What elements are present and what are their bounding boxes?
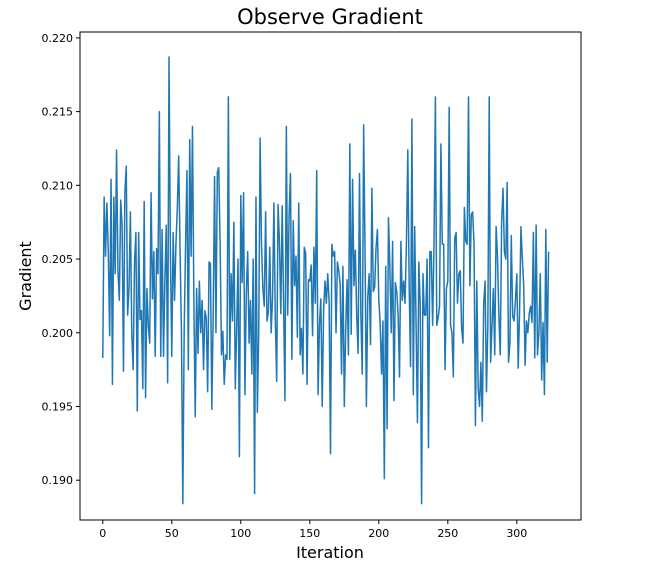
y-tick-label: 0.190 xyxy=(42,474,74,487)
gradient-series-line xyxy=(102,56,550,505)
x-tick-label: 250 xyxy=(437,527,458,540)
x-tick-label: 150 xyxy=(299,527,320,540)
chart-title: Observe Gradient xyxy=(237,5,423,29)
plot-area-frame xyxy=(79,31,582,521)
x-tick-label: 300 xyxy=(506,527,527,540)
y-tick-label: 0.200 xyxy=(42,327,74,340)
y-tick-label: 0.220 xyxy=(42,32,74,45)
y-axis-ticks: 0.190 0.195 0.200 0.205 0.210 0.215 0.220 xyxy=(42,32,80,487)
x-tick-label: 100 xyxy=(230,527,251,540)
x-tick-label: 50 xyxy=(165,527,179,540)
x-axis-label: Iteration xyxy=(296,543,364,562)
x-tick-label: 0 xyxy=(99,527,106,540)
y-tick-label: 0.205 xyxy=(42,253,74,266)
x-axis-ticks: 0 50 100 150 200 250 300 xyxy=(99,520,527,540)
y-tick-label: 0.210 xyxy=(42,179,74,192)
x-tick-label: 200 xyxy=(368,527,389,540)
y-tick-label: 0.215 xyxy=(42,106,74,119)
y-axis-label: Gradient xyxy=(16,241,35,311)
y-tick-label: 0.195 xyxy=(42,400,74,413)
